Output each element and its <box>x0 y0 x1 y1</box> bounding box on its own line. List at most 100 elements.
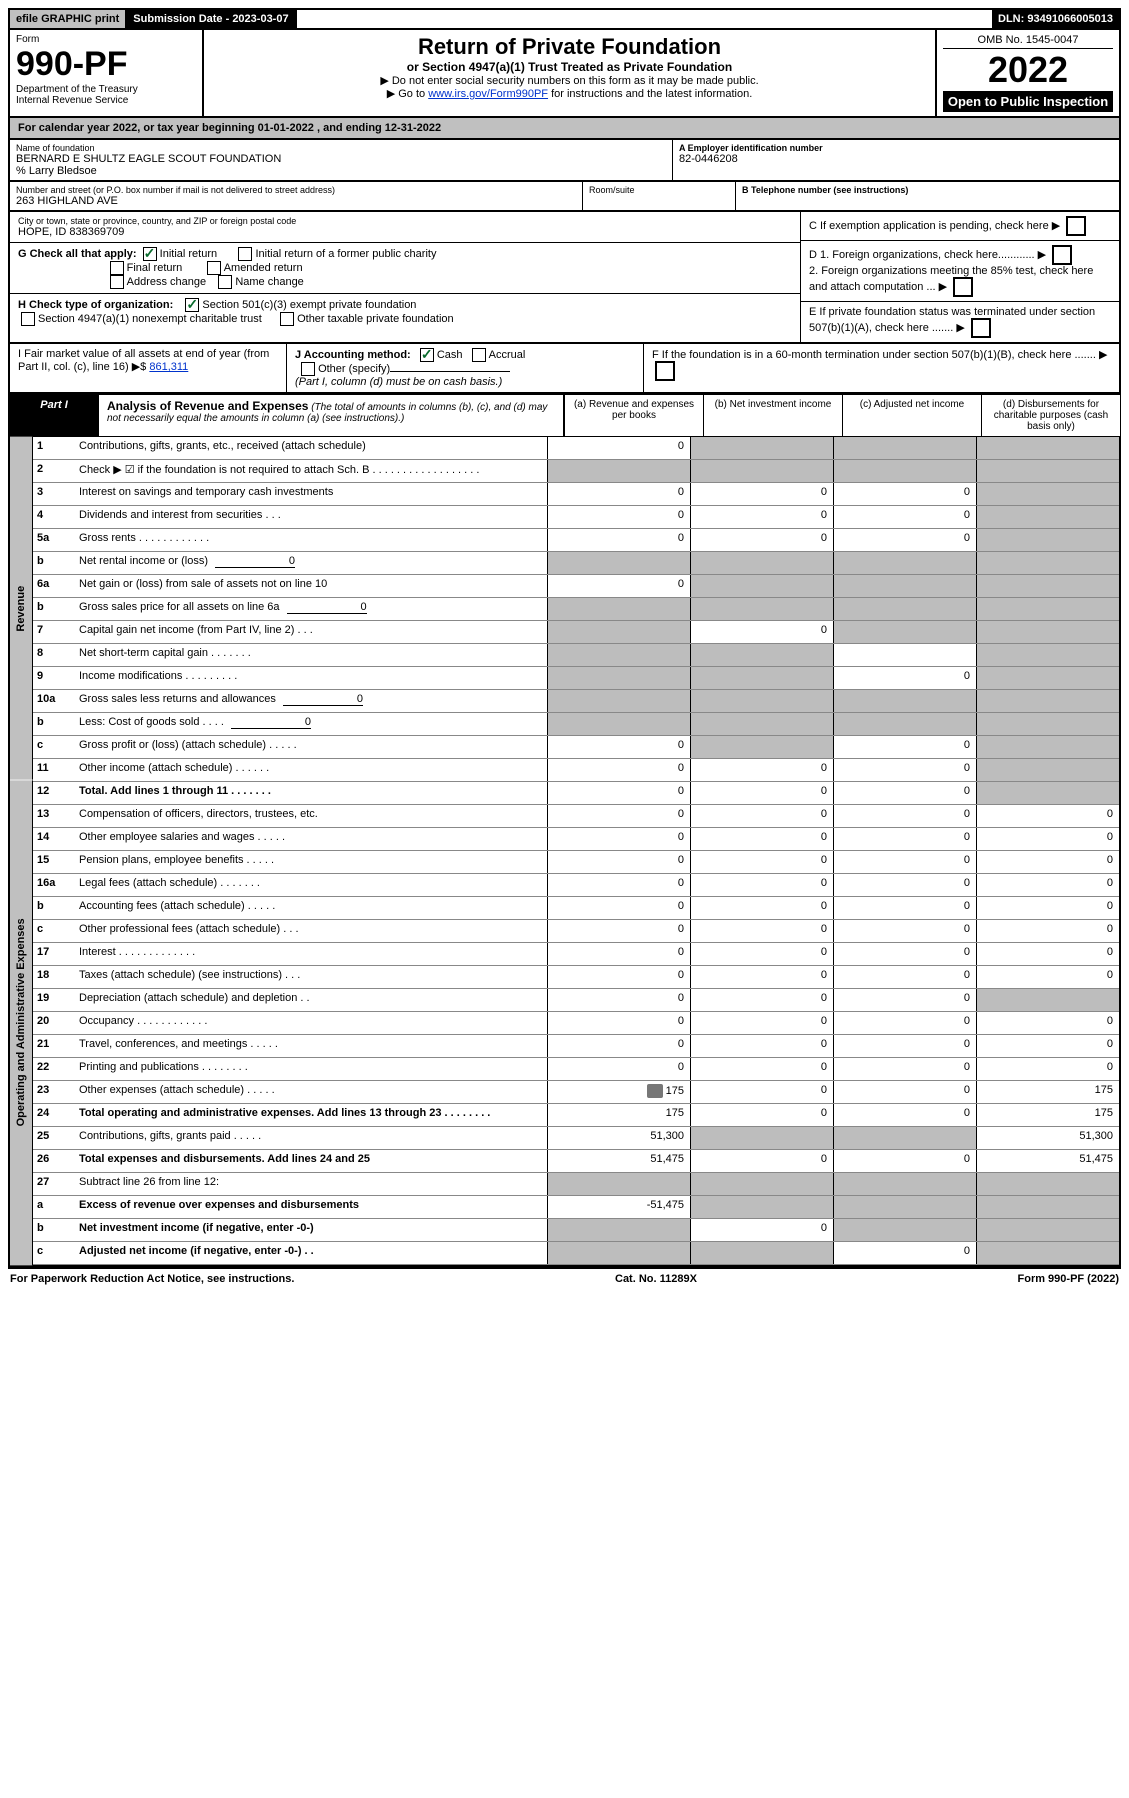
amt-c <box>833 552 976 574</box>
amt-d: 0 <box>976 897 1119 919</box>
amt-c <box>833 1196 976 1218</box>
f-check[interactable] <box>655 361 675 381</box>
amt-b <box>690 1173 833 1195</box>
accrual-check[interactable] <box>472 348 486 362</box>
form-subtitle: or Section 4947(a)(1) Trust Treated as P… <box>210 60 929 74</box>
amt-d: 0 <box>976 851 1119 873</box>
d2-check[interactable] <box>953 277 973 297</box>
line-desc: Gross profit or (loss) (attach schedule)… <box>75 736 547 758</box>
form-link[interactable]: www.irs.gov/Form990PF <box>428 88 548 100</box>
amt-b: 0 <box>690 897 833 919</box>
amt-c: 0 <box>833 920 976 942</box>
amt-a: 0 <box>547 483 690 505</box>
line-20: 20Occupancy . . . . . . . . . . . .0000 <box>33 1012 1119 1035</box>
line-num: 1 <box>33 437 75 459</box>
line-num: 26 <box>33 1150 75 1172</box>
line-8: 8Net short-term capital gain . . . . . .… <box>33 644 1119 667</box>
amt-c: 0 <box>833 828 976 850</box>
amt-b: 0 <box>690 621 833 643</box>
d1-check[interactable] <box>1052 245 1072 265</box>
line-14: 14Other employee salaries and wages . . … <box>33 828 1119 851</box>
line-desc: Taxes (attach schedule) (see instruction… <box>75 966 547 988</box>
other-taxable-check[interactable] <box>280 312 294 326</box>
line-num: b <box>33 897 75 919</box>
amt-a <box>547 667 690 689</box>
4947-check[interactable] <box>21 312 35 326</box>
amt-c <box>833 621 976 643</box>
address-cell: Number and street (or P.O. box number if… <box>10 182 583 210</box>
amt-a <box>547 598 690 620</box>
cash-check[interactable] <box>420 348 434 362</box>
amt-b <box>690 736 833 758</box>
line-num: 5a <box>33 529 75 551</box>
form-title: Return of Private Foundation <box>210 34 929 60</box>
amt-b: 0 <box>690 1081 833 1103</box>
open-inspection: Open to Public Inspection <box>943 91 1113 112</box>
address-row: Number and street (or P.O. box number if… <box>8 182 1121 212</box>
amt-d <box>976 989 1119 1011</box>
amt-c <box>833 598 976 620</box>
amt-a: 0 <box>547 989 690 1011</box>
line-6b: bGross sales price for all assets on lin… <box>33 598 1119 621</box>
line-num: b <box>33 552 75 574</box>
efile-label[interactable]: efile GRAPHIC print <box>10 10 127 28</box>
line-27c: cAdjusted net income (if negative, enter… <box>33 1242 1119 1265</box>
line-num: 22 <box>33 1058 75 1080</box>
501c3-check[interactable] <box>185 298 199 312</box>
name-row: Name of foundation BERNARD E SHULTZ EAGL… <box>8 140 1121 182</box>
line-num: 12 <box>33 782 75 804</box>
amt-c: 0 <box>833 805 976 827</box>
amended-return-check[interactable] <box>207 261 221 275</box>
line-23: 23Other expenses (attach schedule) . . .… <box>33 1081 1119 1104</box>
amt-a <box>547 1242 690 1264</box>
line-desc: Net short-term capital gain . . . . . . … <box>75 644 547 666</box>
attachment-icon[interactable] <box>647 1084 663 1098</box>
line-15: 15Pension plans, employee benefits . . .… <box>33 851 1119 874</box>
line-16a: 16aLegal fees (attach schedule) . . . . … <box>33 874 1119 897</box>
line-5a: 5aGross rents . . . . . . . . . . . .000 <box>33 529 1119 552</box>
part-label: Part I <box>9 395 99 436</box>
phone-cell: B Telephone number (see instructions) <box>736 182 1119 210</box>
amt-d: 51,475 <box>976 1150 1119 1172</box>
amt-a: 0 <box>547 874 690 896</box>
amt-c <box>833 1173 976 1195</box>
line-desc: Other income (attach schedule) . . . . .… <box>75 759 547 781</box>
line-num: 13 <box>33 805 75 827</box>
address-change-check[interactable] <box>110 275 124 289</box>
e-check[interactable] <box>971 318 991 338</box>
amt-a <box>547 460 690 482</box>
fmv-amount[interactable]: 861,311 <box>149 361 188 373</box>
submission-date: Submission Date - 2023-03-07 <box>127 10 296 28</box>
name-change-check[interactable] <box>218 275 232 289</box>
line-17: 17Interest . . . . . . . . . . . . .0000 <box>33 943 1119 966</box>
amt-d <box>976 1242 1119 1264</box>
c-check[interactable] <box>1066 216 1086 236</box>
line-11: 11Other income (attach schedule) . . . .… <box>33 759 1119 782</box>
amt-b: 0 <box>690 828 833 850</box>
line-desc: Other employee salaries and wages . . . … <box>75 828 547 850</box>
amt-c: 0 <box>833 1058 976 1080</box>
line-desc: Legal fees (attach schedule) . . . . . .… <box>75 874 547 896</box>
column-headers: (a) Revenue and expenses per books (b) N… <box>564 394 1121 437</box>
line-desc: Dividends and interest from securities .… <box>75 506 547 528</box>
line-desc: Total expenses and disbursements. Add li… <box>75 1150 547 1172</box>
other-method-check[interactable] <box>301 362 315 376</box>
line-num: 21 <box>33 1035 75 1057</box>
g-check-line: G Check all that apply: Initial return I… <box>10 243 800 294</box>
line-desc: Gross rents . . . . . . . . . . . . <box>75 529 547 551</box>
top-bar: efile GRAPHIC print Submission Date - 20… <box>8 8 1121 30</box>
amt-d <box>976 529 1119 551</box>
amt-d: 0 <box>976 966 1119 988</box>
initial-return-check[interactable] <box>143 247 157 261</box>
amt-d: 175 <box>976 1104 1119 1126</box>
amt-c <box>833 460 976 482</box>
final-return-check[interactable] <box>110 261 124 275</box>
amt-d <box>976 506 1119 528</box>
line-num: 6a <box>33 575 75 597</box>
line-num: 9 <box>33 667 75 689</box>
initial-former-check[interactable] <box>238 247 252 261</box>
amt-a <box>547 713 690 735</box>
amt-b <box>690 437 833 459</box>
amt-b <box>690 713 833 735</box>
amt-a: 0 <box>547 759 690 781</box>
